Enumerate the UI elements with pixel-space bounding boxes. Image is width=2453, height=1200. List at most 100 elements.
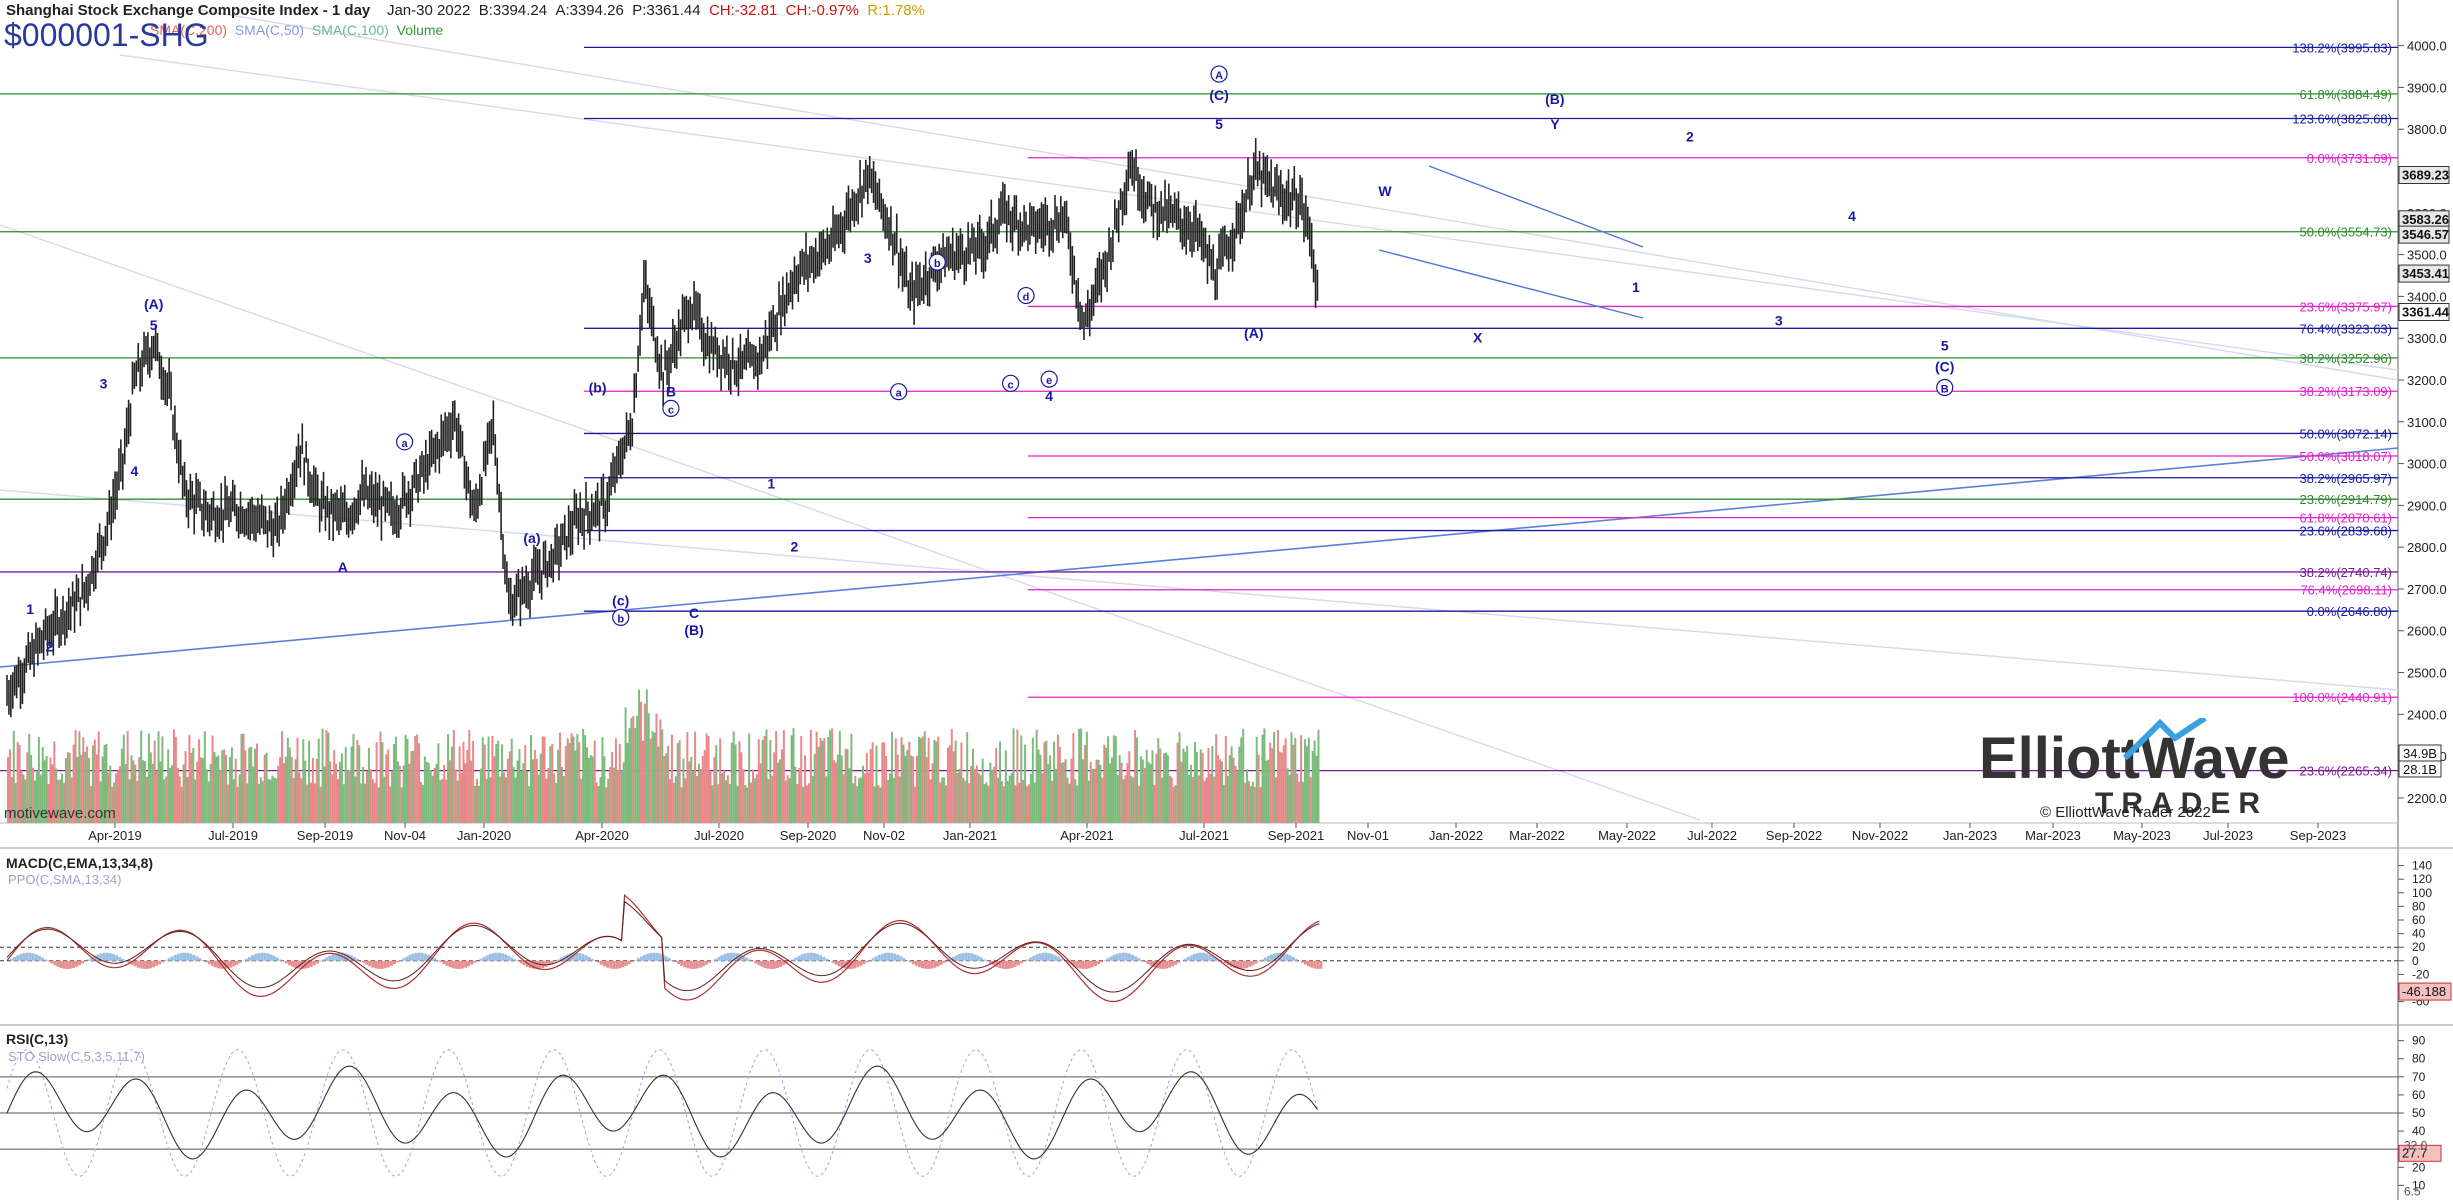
volume-bar bbox=[367, 747, 370, 823]
volume-bar bbox=[539, 753, 542, 823]
volume-bar bbox=[43, 760, 46, 823]
volume-bar bbox=[1174, 785, 1177, 823]
volume-bar bbox=[1234, 765, 1237, 823]
macd-bar bbox=[161, 960, 165, 963]
volume-bar bbox=[597, 786, 600, 823]
volume-bar bbox=[512, 766, 515, 823]
volume-bar bbox=[603, 756, 606, 823]
volume-bar bbox=[1004, 750, 1007, 823]
macd-bar bbox=[53, 960, 57, 966]
legend-sma200[interactable]: SMA(C,200) bbox=[150, 22, 228, 38]
volume-bar bbox=[458, 746, 461, 823]
price-candles[interactable] bbox=[6, 138, 1319, 718]
volume-bar bbox=[568, 743, 571, 823]
macd-bar bbox=[1075, 960, 1079, 968]
volume-bar bbox=[533, 749, 536, 823]
volume-bar bbox=[223, 749, 226, 823]
volume-bar bbox=[1029, 773, 1032, 823]
volume-bar bbox=[1000, 780, 1003, 823]
volume-bar bbox=[1305, 746, 1308, 823]
volume-bar bbox=[1224, 735, 1227, 823]
volume-bar bbox=[751, 769, 754, 823]
macd-bar bbox=[584, 955, 588, 961]
macd-bar bbox=[44, 959, 48, 961]
price-value: P:3361.44 bbox=[632, 2, 701, 19]
legend-sma50[interactable]: SMA(C,50) bbox=[234, 22, 305, 38]
fib-level-label: 38.2%(2965.97) bbox=[2299, 471, 2392, 486]
macd-bar bbox=[859, 960, 863, 966]
macd-bar bbox=[670, 960, 674, 961]
wave-label: (C) bbox=[1209, 87, 1228, 103]
macd-bar bbox=[686, 960, 690, 969]
volume-bar bbox=[863, 773, 866, 823]
volume-bar bbox=[873, 786, 876, 823]
volume-bar bbox=[248, 747, 251, 823]
volume-bar bbox=[823, 738, 826, 823]
macd-bar bbox=[1143, 960, 1147, 963]
macd-bar bbox=[158, 960, 162, 965]
volume-bar bbox=[960, 742, 963, 823]
volume-bar bbox=[93, 739, 96, 823]
wave-label: 5 bbox=[1215, 116, 1223, 132]
volume-bar bbox=[1228, 755, 1231, 823]
volume-bar bbox=[900, 737, 903, 823]
macd-bar bbox=[936, 960, 940, 967]
volume-bar bbox=[425, 761, 428, 823]
volume-bar bbox=[522, 763, 525, 823]
macd-bar bbox=[62, 960, 66, 969]
legend-sma100[interactable]: SMA(C,100) bbox=[311, 22, 389, 38]
volume-bar bbox=[1192, 777, 1195, 823]
volume-bar bbox=[906, 749, 909, 823]
macd-bar bbox=[396, 960, 400, 963]
legend-volume[interactable]: Volume bbox=[396, 22, 444, 38]
rsi-extra-tag: 32.0 bbox=[2404, 1139, 2428, 1153]
volume-bar bbox=[1008, 775, 1011, 823]
macd-bar bbox=[16, 955, 20, 961]
macd-bar bbox=[1273, 953, 1277, 961]
macd-bar bbox=[812, 953, 816, 961]
volume-bar bbox=[211, 735, 214, 823]
macd-bar bbox=[417, 952, 421, 961]
volume-bar bbox=[624, 707, 627, 823]
volume-bar bbox=[18, 744, 21, 823]
price-tag bbox=[2398, 225, 2450, 244]
macd-bar bbox=[939, 960, 943, 965]
macd-bar bbox=[982, 959, 986, 961]
volume-bar bbox=[323, 766, 326, 823]
macd-bar bbox=[454, 960, 458, 969]
volume-bar bbox=[495, 743, 498, 823]
macd-bar bbox=[720, 955, 724, 961]
macd-bar bbox=[902, 958, 906, 961]
volume-bar bbox=[595, 782, 598, 823]
volume-bar bbox=[763, 735, 766, 823]
volume-bar bbox=[796, 784, 799, 823]
macd-bar bbox=[254, 953, 258, 961]
rsi-y-tick-label: 10 bbox=[2412, 1178, 2426, 1192]
volume-bar bbox=[680, 787, 683, 823]
volume-bar bbox=[910, 755, 913, 823]
macd-bar bbox=[84, 960, 88, 962]
volume-bar bbox=[767, 779, 770, 823]
macd-bar bbox=[1248, 960, 1252, 967]
bid-value: B:3394.24 bbox=[478, 2, 548, 19]
volume-bar bbox=[1249, 786, 1252, 823]
macd-bar bbox=[865, 960, 869, 963]
volume-bar bbox=[634, 728, 637, 823]
macd-bar bbox=[930, 960, 934, 969]
macd-bar bbox=[899, 956, 903, 961]
volume-bar bbox=[937, 736, 940, 823]
volume-bar bbox=[153, 740, 156, 823]
volume-bar bbox=[294, 759, 297, 823]
volume-bar bbox=[804, 755, 807, 823]
macd-bar bbox=[1202, 952, 1206, 961]
volume-bar bbox=[327, 732, 330, 823]
macd-bar bbox=[433, 958, 437, 961]
volume-bar bbox=[790, 735, 793, 823]
volume-bar bbox=[846, 749, 849, 823]
elliottwave-logo: ElliottWave TRADER bbox=[1979, 718, 2289, 820]
volume-bar bbox=[962, 777, 965, 823]
volume-bar bbox=[780, 749, 783, 823]
macd-bar bbox=[1158, 960, 1162, 969]
volume-bar bbox=[1240, 737, 1243, 823]
